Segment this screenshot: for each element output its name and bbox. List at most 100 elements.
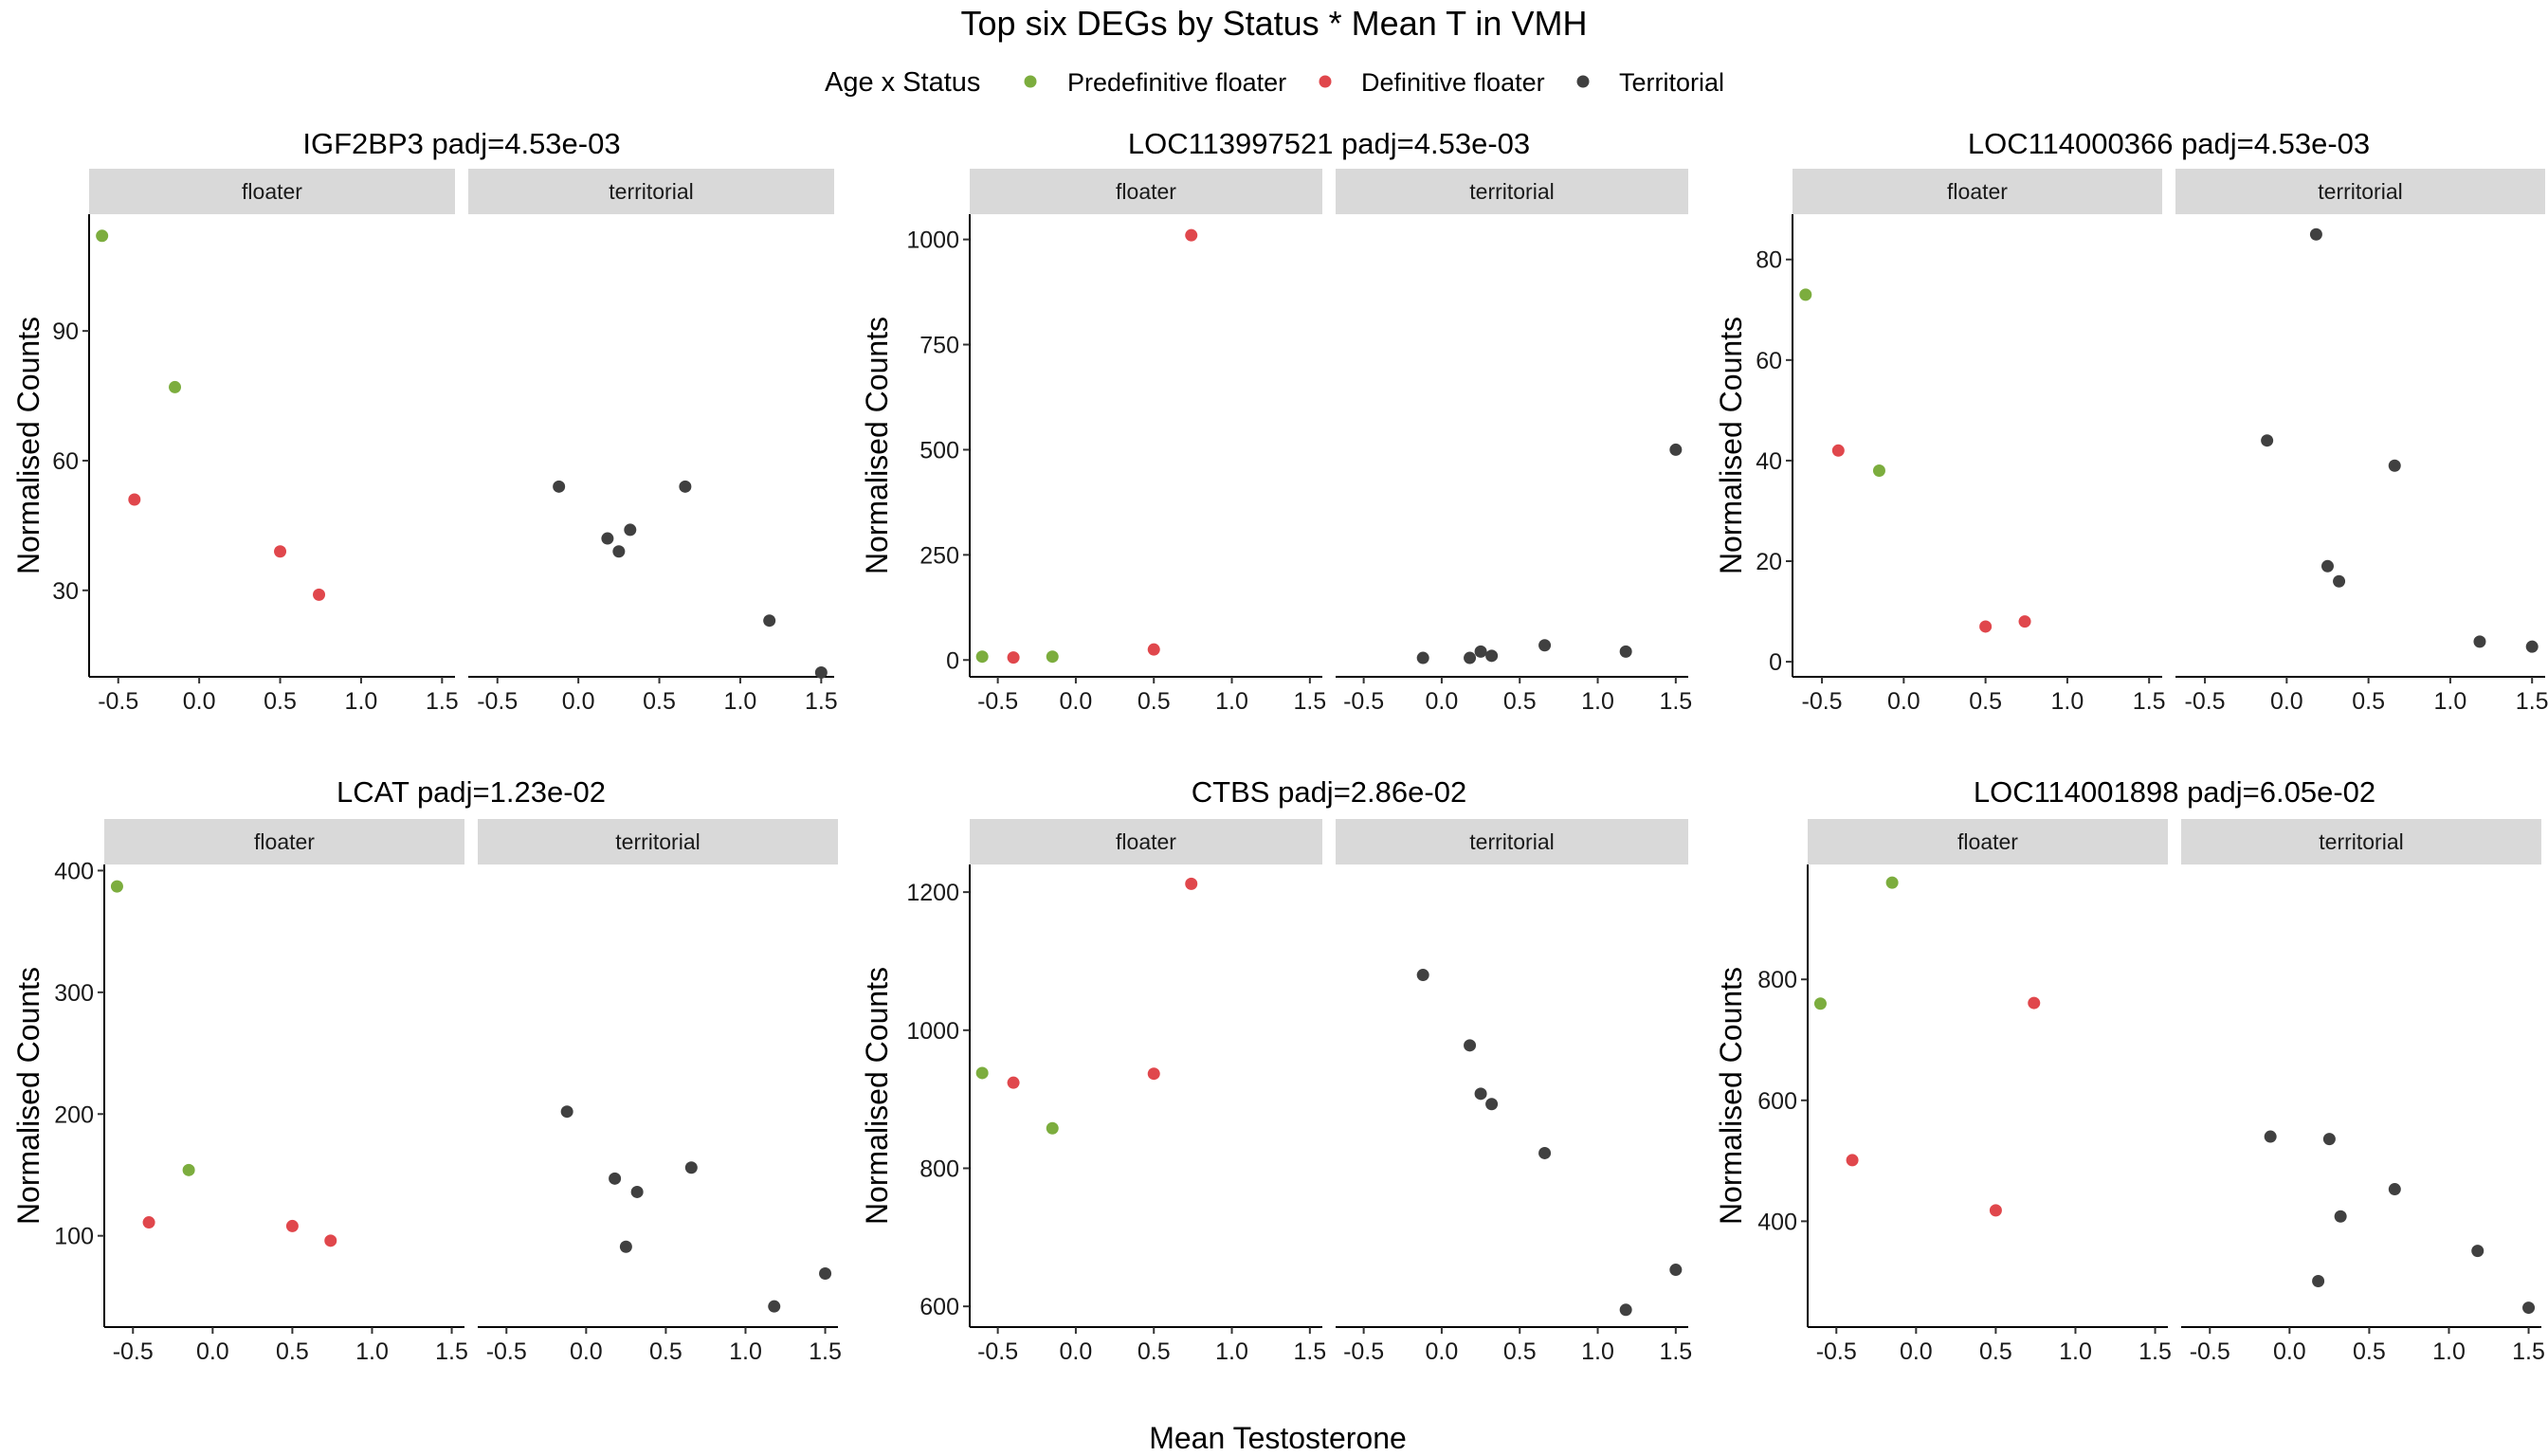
- x-tick-label: 1.5: [1293, 688, 1326, 715]
- facet-strip: [468, 169, 834, 214]
- x-axis-title: Mean Testosterone: [1149, 1421, 1407, 1455]
- y-axis-title: Normalised Counts: [11, 317, 46, 574]
- data-point: [1979, 620, 1993, 633]
- data-point: [2264, 1130, 2277, 1143]
- y-tick-label: 60: [1756, 348, 1782, 374]
- data-point: [1846, 1154, 1859, 1167]
- panel-title: CTBS padj=2.86e-02: [1192, 775, 1466, 809]
- data-point: [1046, 1121, 1059, 1135]
- data-point: [2322, 1133, 2336, 1146]
- data-point: [679, 480, 692, 493]
- facet-floater: floater -0.5 0.0 0.5 1.0 1.5: [89, 169, 459, 715]
- data-point: [2320, 559, 2334, 573]
- facet-strip: [1336, 169, 1688, 214]
- facet-strip-label: floater: [1947, 179, 2008, 204]
- facet-strip-label: territorial: [1469, 179, 1554, 204]
- data-point: [1474, 1087, 1487, 1101]
- panel-title: LOC113997521 padj=4.53e-03: [1128, 127, 1530, 160]
- x-tick-label: 1.5: [1293, 1338, 1326, 1365]
- data-point: [128, 493, 141, 506]
- data-point: [1872, 464, 1885, 478]
- x-tick-label: 1.0: [2432, 1338, 2466, 1365]
- x-tick-label: 1.0: [2059, 1338, 2092, 1365]
- data-point: [285, 1219, 299, 1232]
- x-tick-label: 1.5: [2133, 688, 2166, 715]
- data-point: [609, 1172, 622, 1185]
- data-point: [2261, 434, 2274, 447]
- facet-strip-label: territorial: [2319, 829, 2403, 854]
- legend-key-predefinitive-floater: [1024, 75, 1037, 88]
- data-point: [274, 545, 287, 558]
- panel-4: LCAT padj=1.23e-02 Normalised Counts 100 20…: [11, 775, 842, 1365]
- data-point: [2309, 228, 2322, 241]
- data-point: [2471, 1245, 2484, 1258]
- y-axis-title: Normalised Counts: [1714, 967, 1748, 1225]
- x-tick-label: 1.5: [1659, 688, 1692, 715]
- data-point: [2333, 574, 2346, 588]
- facet-strip: [1336, 819, 1688, 864]
- x-tick-label: 0.0: [1426, 688, 1459, 715]
- y-tick-label: 250: [919, 542, 959, 569]
- data-point: [1416, 651, 1429, 664]
- y-axis-title: Normalised Counts: [860, 317, 894, 574]
- x-tick-label: 0.0: [562, 688, 595, 715]
- facet-strip: [89, 169, 455, 214]
- data-point: [2388, 1183, 2401, 1196]
- x-tick-label: 0.5: [1969, 688, 2002, 715]
- data-point: [1147, 1067, 1160, 1081]
- x-tick-label: 0.0: [1887, 688, 1920, 715]
- data-point: [763, 614, 776, 628]
- data-point: [1831, 444, 1845, 457]
- x-tick-label: 0.5: [264, 688, 297, 715]
- x-tick-label: -0.5: [1343, 688, 1384, 715]
- x-tick-label: 1.5: [2512, 1338, 2545, 1365]
- x-tick-label: 0.5: [1138, 1338, 1171, 1365]
- y-tick-label: 0: [1769, 649, 1782, 676]
- data-point: [1464, 1039, 1477, 1052]
- data-point: [142, 1216, 155, 1229]
- data-point: [1485, 649, 1499, 663]
- y-tick-label: 750: [919, 333, 959, 359]
- y-tick-label: 200: [54, 1101, 94, 1128]
- x-tick-label: -0.5: [113, 1338, 154, 1365]
- y-axis: 0 250 500 750 1000: [906, 214, 971, 677]
- y-axis: 100 200 300 400: [54, 858, 105, 1327]
- data-point: [975, 650, 989, 664]
- y-axis: 400 600 800: [1757, 864, 1809, 1327]
- data-point: [2388, 459, 2401, 472]
- data-point: [1046, 650, 1059, 664]
- data-point: [313, 588, 326, 601]
- data-point: [1669, 1264, 1683, 1277]
- legend-label-territorial: Territorial: [1619, 68, 1724, 97]
- data-point: [169, 380, 182, 393]
- facet-strip: [1793, 169, 2162, 214]
- x-tick-label: 1.0: [2051, 688, 2084, 715]
- x-tick-label: 1.0: [355, 1338, 389, 1365]
- x-tick-label: 1.5: [805, 688, 838, 715]
- facet-strip-label: floater: [1116, 829, 1176, 854]
- facet-floater: floater -0.5 0.0 0.5 1.0 1.5: [1808, 819, 2172, 1365]
- data-point: [182, 1163, 195, 1176]
- data-point: [2525, 640, 2539, 653]
- x-tick-label: 0.0: [1426, 1338, 1459, 1365]
- x-tick-label: -0.5: [1343, 1338, 1384, 1365]
- panel-title: LOC114001898 padj=6.05e-02: [1974, 775, 2375, 809]
- data-point: [601, 532, 614, 545]
- y-axis-title: Normalised Counts: [860, 967, 894, 1225]
- x-tick-label: -0.5: [1816, 1338, 1857, 1365]
- data-point: [768, 1300, 781, 1313]
- y-axis: 0 20 40 60 80: [1756, 214, 1793, 677]
- data-point: [1185, 228, 1198, 242]
- x-tick-label: 1.0: [1581, 1338, 1614, 1365]
- y-tick-label: 1200: [906, 880, 959, 906]
- data-point: [1813, 997, 1827, 1010]
- x-tick-label: 0.0: [1060, 688, 1093, 715]
- data-point: [2334, 1210, 2347, 1223]
- y-tick-label: 100: [54, 1224, 94, 1250]
- y-tick-label: 400: [1757, 1209, 1797, 1235]
- data-point: [1989, 1204, 2002, 1217]
- data-point: [819, 1266, 832, 1280]
- x-tick-label: 1.5: [435, 1338, 468, 1365]
